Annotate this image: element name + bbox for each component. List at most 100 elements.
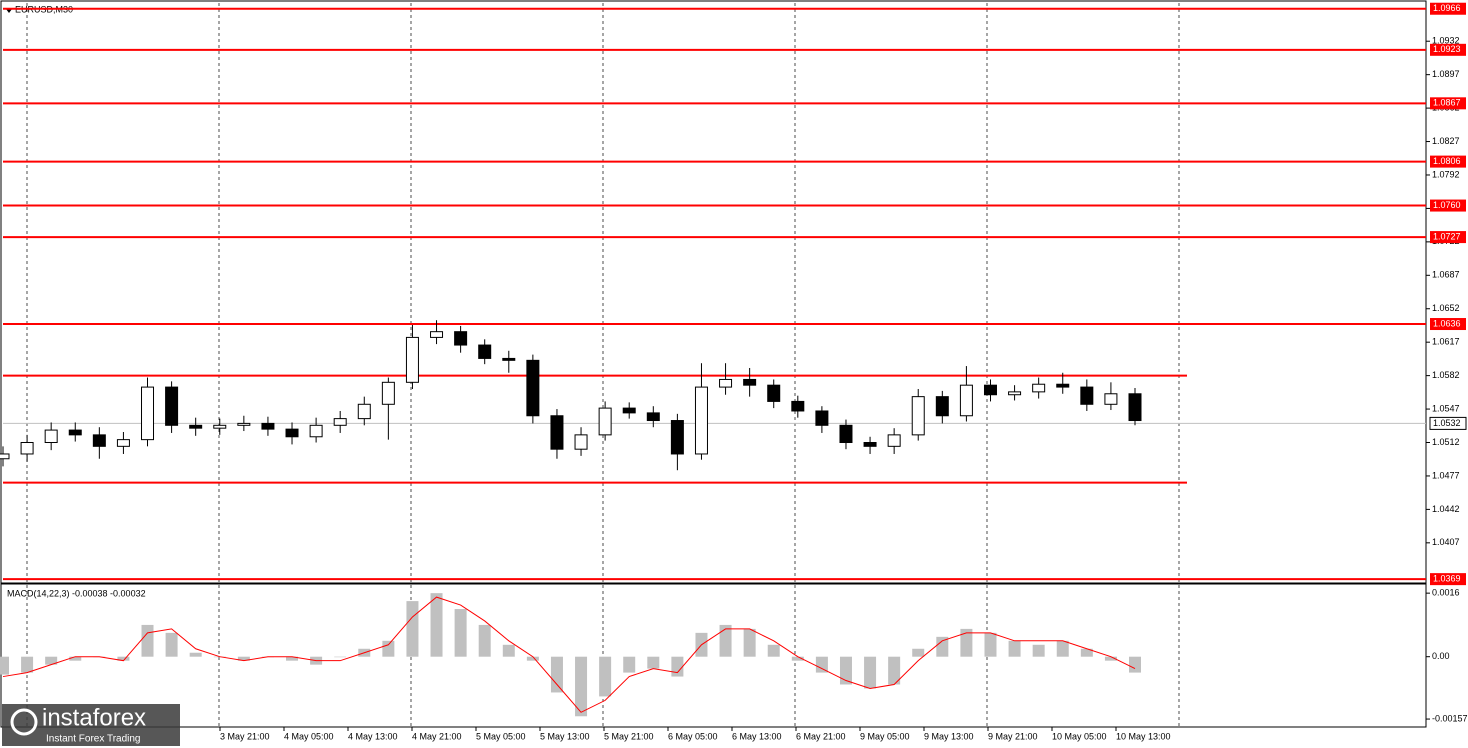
x-tick-label: 10 May 05:00 (1052, 731, 1107, 741)
candle-body (863, 442, 877, 447)
macd-bar (912, 648, 925, 657)
candle-body (20, 442, 34, 455)
x-tick-label: 5 May 05:00 (476, 731, 526, 741)
candle-body (670, 420, 684, 455)
candle-body (1080, 386, 1094, 405)
x-tick-label: 5 May 13:00 (540, 731, 590, 741)
macd-bar (550, 656, 563, 693)
macd-bar (1129, 656, 1141, 673)
candle-body (574, 434, 588, 450)
macd-bar (21, 656, 34, 673)
macd-bar (1080, 648, 1093, 657)
level-label: 1.0727 (1433, 231, 1461, 241)
macd-bar (117, 656, 130, 661)
y-tick-label: 1.0407 (1432, 537, 1460, 547)
level-label: 1.0760 (1433, 200, 1461, 210)
signal-line (2, 596, 1136, 713)
macd-bar (406, 601, 419, 657)
y-tick-label: 0.00 (1432, 651, 1450, 661)
y-tick-label: 0.0016 (1432, 588, 1460, 598)
candle-body (285, 428, 299, 438)
candle-body (815, 410, 829, 426)
candle-body (141, 386, 155, 441)
level-label-box (1430, 199, 1466, 212)
y-tick-label: 1.0582 (1432, 370, 1460, 380)
macd-bar (815, 656, 828, 673)
candle-body (0, 453, 10, 460)
level-label-box (1430, 155, 1466, 168)
x-tick-label: 4 May 13:00 (348, 731, 398, 741)
candle-body (767, 384, 781, 402)
macd-bar (743, 628, 756, 657)
candle-body (44, 429, 58, 444)
x-tick-label: 10 May 13:00 (1116, 731, 1171, 741)
candle-body (526, 359, 540, 417)
x-tick-label: 6 May 05:00 (668, 731, 718, 741)
candle-body (189, 424, 203, 429)
macd-bar (526, 656, 539, 661)
x-tick-label: 4 May 05:00 (284, 731, 334, 741)
macd-bar (430, 593, 443, 657)
x-tick-label: 5 May 21:00 (604, 731, 654, 741)
symbol-arrow (6, 9, 12, 13)
candle-body (478, 344, 492, 359)
macd-bar (1104, 656, 1117, 661)
macd-bar (1032, 644, 1045, 657)
y-tick-label: 1.0897 (1432, 69, 1460, 79)
candle-body (116, 439, 130, 447)
candle-body (333, 418, 347, 426)
candle-body (381, 381, 395, 405)
macd-bar (960, 628, 973, 657)
y-tick-label: 1.0512 (1432, 437, 1460, 447)
y-tick-label: 1.0932 (1432, 36, 1460, 46)
macd-bar (984, 632, 997, 657)
macd-bar (671, 656, 684, 677)
x-tick-label: 9 May 21:00 (988, 731, 1038, 741)
y-tick-label: 1.0617 (1432, 337, 1460, 347)
y-tick-label: 1.0652 (1432, 303, 1460, 313)
logo-icon (10, 708, 38, 736)
candle-body (92, 434, 106, 447)
y-tick-label: 1.0442 (1432, 504, 1460, 514)
level-label-box (1430, 43, 1466, 56)
y-tick-label: 1.0827 (1432, 136, 1460, 146)
macd-bar (888, 656, 901, 685)
y-tick-label: 1.0687 (1432, 270, 1460, 280)
y-tick-label: 1.0477 (1432, 470, 1460, 480)
macd-bar (189, 652, 202, 657)
candle-body (237, 422, 251, 426)
candle-body (1056, 383, 1070, 388)
candle-body (454, 331, 468, 346)
level-label-box (1430, 573, 1466, 586)
macd-bar (454, 609, 467, 657)
level-label-box (1430, 2, 1466, 15)
candle-body (405, 336, 419, 383)
candle-body (719, 378, 733, 388)
candle-body (357, 403, 371, 420)
x-tick-label: 6 May 13:00 (732, 731, 782, 741)
macd-bar (767, 644, 780, 657)
current-price-label: 1.0532 (1433, 418, 1461, 428)
candle-body (935, 396, 949, 417)
candle-body (430, 331, 444, 338)
candle-body (791, 400, 805, 412)
candle-body (983, 384, 997, 396)
level-label-box (1430, 318, 1466, 331)
macd-bar (237, 656, 250, 661)
x-tick-label: 4 May 21:00 (412, 731, 462, 741)
macd-bar (864, 656, 877, 689)
x-tick-label: 6 May 21:00 (796, 731, 846, 741)
macd-bar (1056, 640, 1069, 657)
macd-bar (334, 656, 347, 658)
macd-bar (69, 656, 82, 661)
candle-body (1008, 391, 1022, 396)
macd-bar (599, 656, 612, 697)
macd-bar (1008, 640, 1021, 657)
macd-bar (936, 636, 949, 657)
macd-bar (286, 656, 299, 661)
macd-bar (575, 656, 588, 717)
level-label: 1.0867 (1433, 98, 1461, 108)
macd-bar (0, 656, 9, 675)
candle-body (309, 424, 323, 438)
